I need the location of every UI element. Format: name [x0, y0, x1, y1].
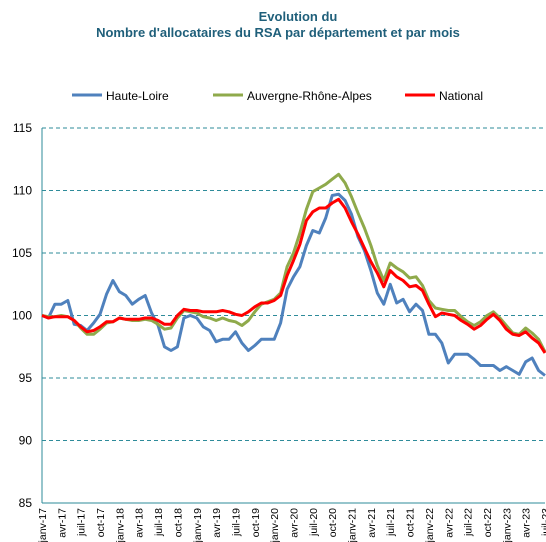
x-tick-label: oct-17 — [95, 508, 107, 537]
y-tick-label: 90 — [19, 434, 33, 448]
x-tick-label: juil-18 — [153, 508, 165, 537]
y-tick-label: 100 — [12, 309, 32, 323]
y-tick-label: 110 — [13, 184, 32, 198]
x-tick-label: avr-23 — [521, 508, 533, 538]
x-tick-label: avr-21 — [366, 508, 378, 538]
x-tick-label: juil-22 — [463, 508, 475, 537]
y-tick-label: 105 — [12, 246, 32, 260]
x-tick-label: oct-21 — [405, 508, 417, 537]
x-tick-label: avr-18 — [134, 508, 146, 538]
series-line — [41, 197, 546, 354]
y-tick-label: 95 — [19, 371, 33, 385]
x-tick-label: janv-18 — [114, 508, 126, 542]
x-tick-label: janv-22 — [424, 508, 436, 542]
x-tick-label: oct-19 — [250, 508, 262, 537]
chart-title: Evolution du — [259, 9, 338, 24]
legend-label: National — [439, 89, 483, 103]
chart-subtitle: Nombre d'allocataires du RSA par départe… — [96, 25, 460, 40]
x-tick-label: oct-20 — [327, 508, 339, 537]
x-tick-label: avr-19 — [211, 508, 223, 538]
x-tick-label: juil-21 — [385, 508, 397, 537]
x-tick-label: janv-19 — [192, 508, 204, 542]
x-tick-label: janv-21 — [347, 508, 359, 542]
y-tick-label: 115 — [13, 121, 32, 135]
legend-label: Auvergne-Rhône-Alpes — [247, 89, 372, 103]
x-tick-label: avr-22 — [443, 508, 455, 538]
x-tick-label: janv-23 — [501, 508, 513, 542]
x-tick-label: juil-20 — [308, 508, 320, 537]
x-tick-label: oct-18 — [172, 508, 184, 537]
x-tick-label: juil-19 — [230, 508, 242, 537]
y-tick-label: 85 — [19, 496, 33, 510]
legend-label: Haute-Loire — [106, 89, 169, 103]
x-tick-label: oct-22 — [482, 508, 494, 537]
x-tick-label: janv-20 — [269, 508, 281, 542]
x-tick-label: avr-20 — [289, 508, 301, 538]
x-tick-label: juil-23 — [540, 508, 546, 537]
x-tick-label: janv-17 — [37, 508, 49, 542]
x-tick-label: avr-17 — [56, 508, 68, 538]
x-tick-label: juil-17 — [76, 508, 88, 537]
series-line — [41, 192, 546, 377]
